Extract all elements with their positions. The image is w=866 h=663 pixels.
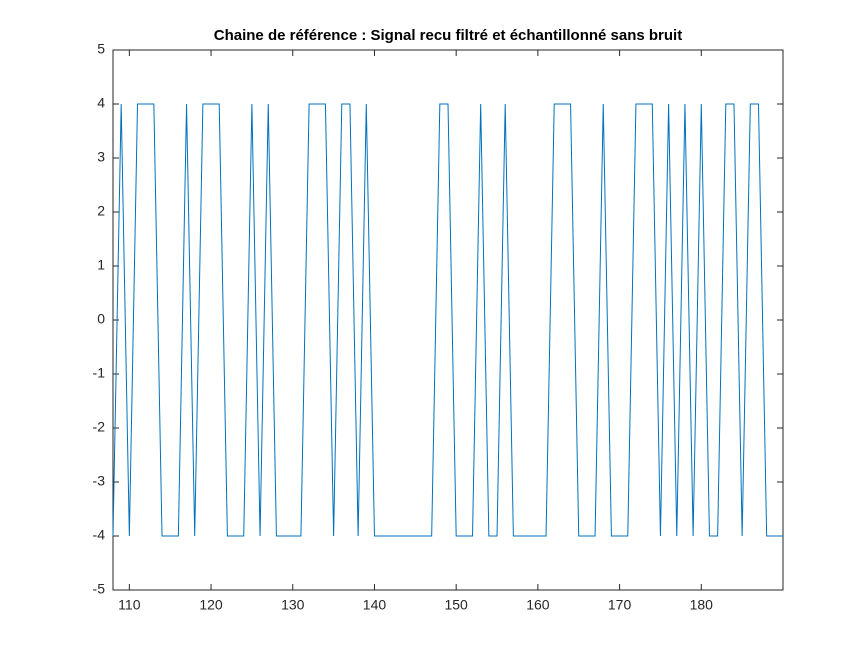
y-tick-label: 2 [97,203,105,219]
y-tick-label: -3 [93,473,106,489]
chart-title: Chaine de référence : Signal recu filtré… [214,27,682,44]
y-tick-label: -2 [93,419,106,435]
y-tick-label: 0 [97,311,105,327]
x-tick-label: 140 [363,597,387,613]
y-tick-label: 4 [97,95,105,111]
x-tick-label: 160 [526,597,550,613]
x-tick-label: 130 [281,597,305,613]
plot-box [112,49,784,591]
y-tick-label: -4 [93,527,106,543]
signal-line [112,103,783,537]
y-tick-label: -1 [93,365,106,381]
y-tick-label: 1 [97,257,105,273]
x-tick-label: 120 [199,597,223,613]
x-tick-label: 180 [690,597,714,613]
x-tick-label: 110 [118,597,141,613]
y-tick-label: -5 [93,581,106,597]
y-tick-label: 3 [97,149,105,165]
x-tick-label: 150 [444,597,468,613]
y-tick-label: 5 [97,41,105,57]
x-tick-label: 170 [608,597,632,613]
